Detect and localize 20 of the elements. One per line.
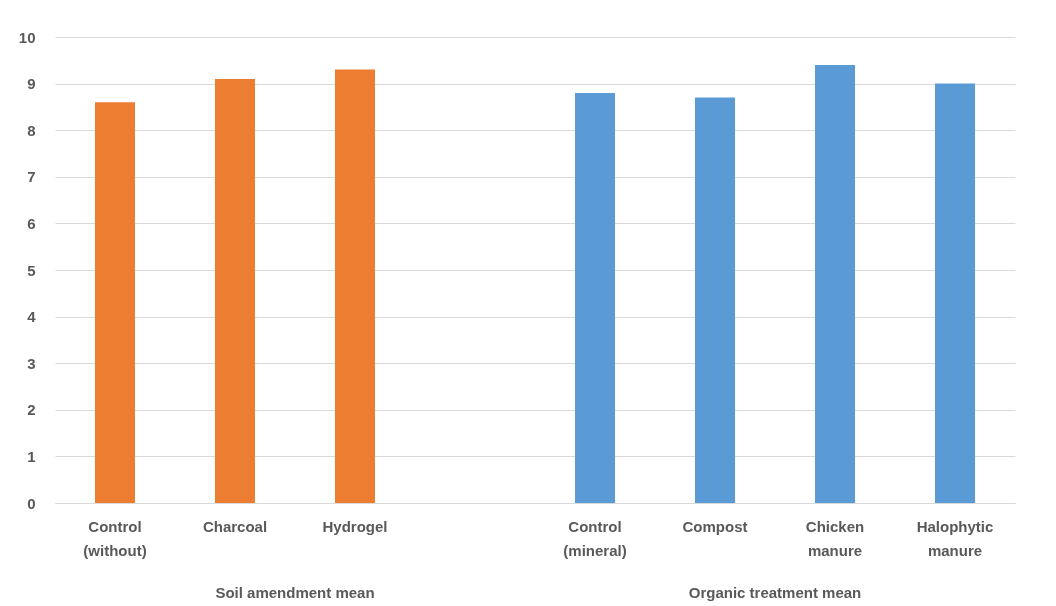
y-tick-label: 2 bbox=[27, 401, 36, 419]
y-tick-label: 5 bbox=[27, 261, 36, 279]
y-tick-label: 9 bbox=[27, 75, 36, 93]
y-tick-label: 4 bbox=[27, 308, 37, 326]
x-tick-label: Hydrogel bbox=[322, 517, 388, 535]
text: Organic treatment mean bbox=[688, 584, 862, 601]
text: Soil amendment mean bbox=[215, 584, 375, 601]
y-tick-label: 0 bbox=[27, 494, 36, 512]
x-tick-label: Chicken manure bbox=[805, 517, 865, 559]
y-tick-label: 1 bbox=[27, 447, 36, 465]
y-tick-label: 6 bbox=[27, 214, 36, 232]
y-tick-label: 7 bbox=[27, 168, 36, 186]
y-tick-label: 8 bbox=[27, 121, 36, 139]
x-tick-label: Compost bbox=[682, 517, 748, 535]
x-tick-label: Control (mineral) bbox=[563, 517, 627, 559]
y-tick-label: 3 bbox=[27, 354, 36, 372]
x-tick-label: Halophytic manure bbox=[916, 517, 994, 559]
y-tick-label: 10 bbox=[18, 28, 36, 46]
x-tick-label: Charcoal bbox=[202, 517, 268, 535]
x-tick-label: Control (without) bbox=[83, 517, 147, 559]
